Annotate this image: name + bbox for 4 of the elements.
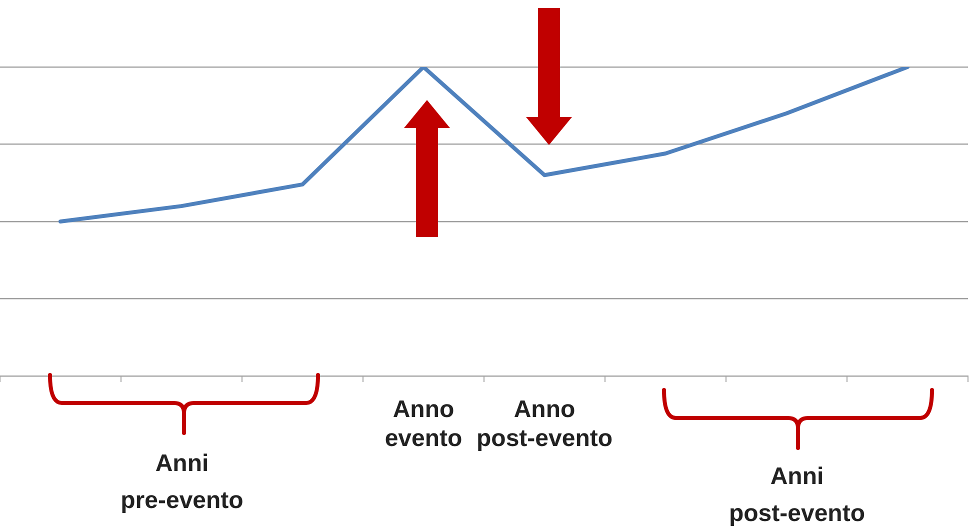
text: Anni post-evento — [728, 462, 866, 529]
text: Anni pre-evento — [120, 449, 244, 516]
x-tick-label: Anno post-evento — [476, 396, 613, 452]
x-tick-label: Anno evento — [384, 396, 462, 452]
